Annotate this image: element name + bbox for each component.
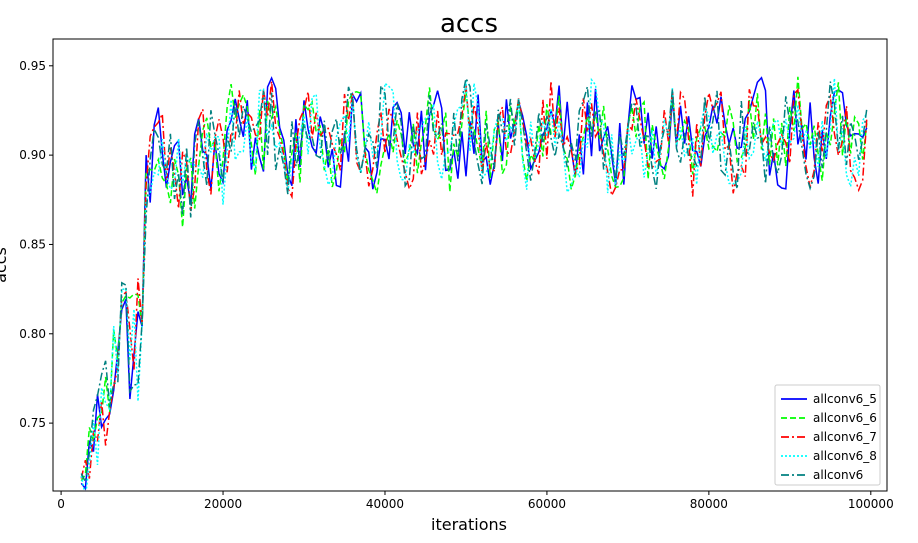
legend: allconv6_5 allconv6_6 allconv6_7 allconv6_8… [774, 384, 881, 486]
x-tick-label: 0 [57, 497, 65, 511]
series-line-allconv6 [80, 76, 868, 485]
y-tick-label: 0.95 [19, 59, 46, 73]
plot-frame [52, 38, 888, 492]
x-tick-label: 80000 [690, 497, 728, 511]
x-tick-label: 60000 [528, 497, 566, 511]
y-tick-label: 0.85 [19, 237, 46, 251]
series-layer [80, 76, 868, 491]
legend-label: allconv6_5 [813, 392, 877, 406]
legend-label: allconv6_8 [813, 449, 877, 463]
x-tick-label: 20000 [204, 497, 242, 511]
x-tick-label: 40000 [366, 497, 404, 511]
legend-label: allconv6_6 [813, 411, 877, 425]
legend-label: allconv6_7 [813, 430, 877, 444]
legend-box [774, 384, 881, 486]
chart-title: accs [440, 9, 498, 39]
x-axis-label: iterations [431, 515, 507, 534]
y-tick-label: 0.90 [19, 148, 46, 162]
series-line-allconv6_7 [80, 80, 868, 479]
series-line-allconv6_8 [80, 77, 868, 491]
legend-label: allconv6 [813, 468, 863, 482]
y-tick-label: 0.75 [19, 416, 46, 430]
x-tick-label: 100000 [848, 497, 894, 511]
y-axis-label: accs [0, 247, 10, 283]
y-tick-label: 0.80 [19, 327, 46, 341]
ticks-layer: 0 20000 40000 60000 80000 100000 0.75 0.80 0.85 0… [19, 59, 893, 511]
